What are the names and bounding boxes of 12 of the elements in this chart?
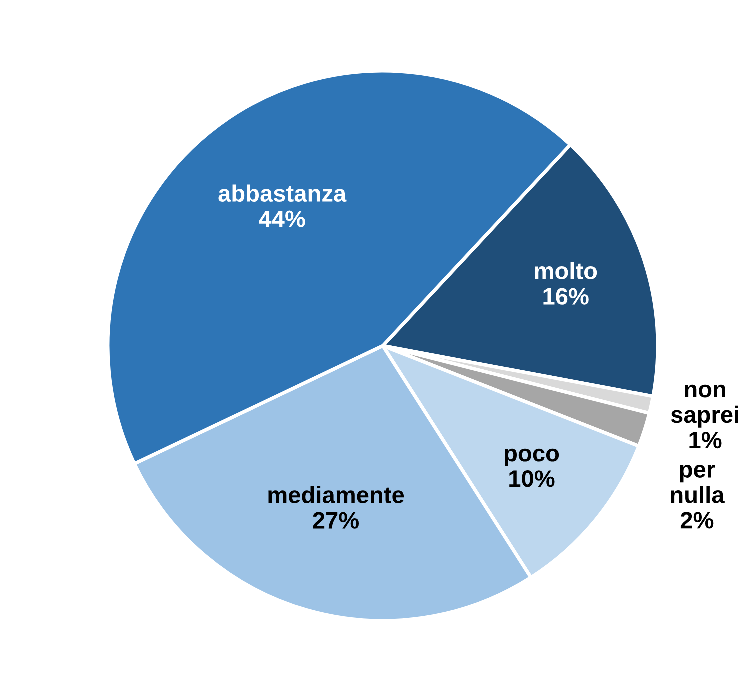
slice-label: non saprei xyxy=(671,384,738,428)
data-label: 44% xyxy=(259,210,306,228)
slice-label: poco xyxy=(505,448,560,466)
data-label: 2% xyxy=(680,512,714,529)
data-label: 27% xyxy=(313,512,360,529)
data-label: 16% xyxy=(544,288,589,305)
data-label: 10% xyxy=(510,470,555,488)
slice-label: mediamente xyxy=(268,486,404,504)
slice-label: molto xyxy=(535,262,598,280)
slice-label: per nulla xyxy=(671,464,725,504)
slice-label: abbastanza xyxy=(218,184,347,202)
data-label: 1% xyxy=(690,432,722,449)
